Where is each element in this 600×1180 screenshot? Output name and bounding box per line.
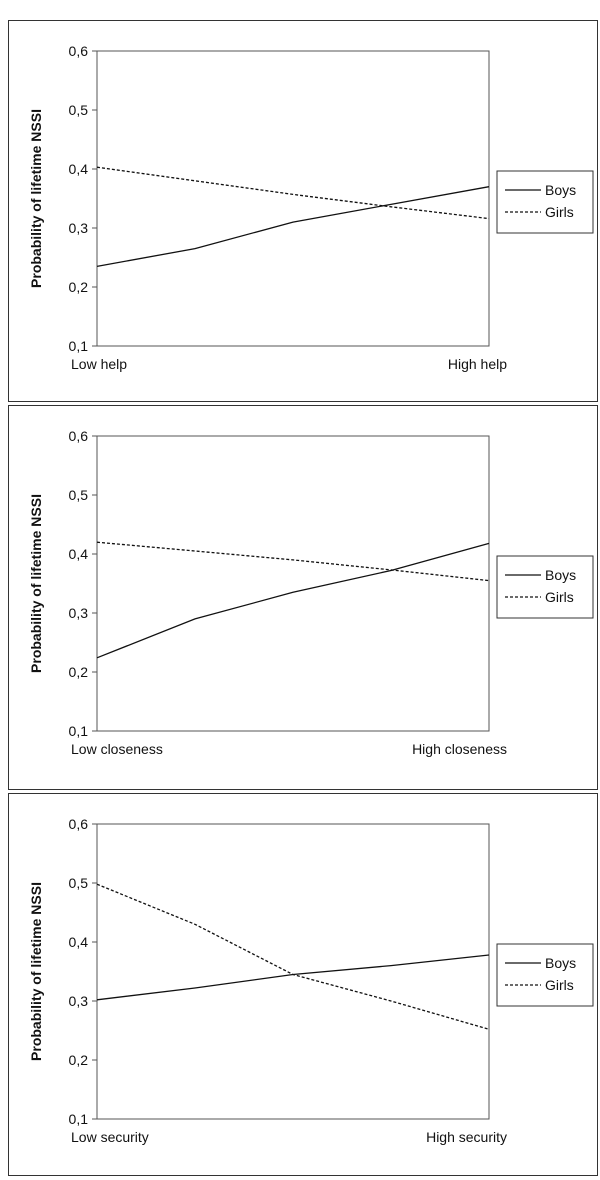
chart-panel-help: 0,1 0,2 0,3 0,4 0,5 0,6 Probability of lifetim… xyxy=(8,20,598,402)
y-tick-label: 0,5 xyxy=(69,487,89,503)
series-line-boys xyxy=(96,954,490,1001)
y-tick-label: 0,1 xyxy=(69,338,89,354)
y-tick-label: 0,4 xyxy=(69,161,89,177)
legend-label-boys: Boys xyxy=(545,182,576,198)
legend-box xyxy=(496,943,594,1007)
chart-svg: 0,1 0,2 0,3 0,4 0,5 0,6 Probability of lifetim… xyxy=(28,43,594,372)
plot-area xyxy=(96,50,490,347)
y-tick-label: 0,6 xyxy=(69,428,89,444)
y-axis-label: Probability of lifetime NSSI xyxy=(28,882,44,1061)
series-line-girls xyxy=(96,541,490,582)
x-tick-label: Low security xyxy=(71,1129,149,1145)
y-tick-label: 0,2 xyxy=(69,664,89,680)
y-tick-label: 0,3 xyxy=(69,993,89,1009)
legend-box xyxy=(496,170,594,234)
series-line-boys xyxy=(96,186,490,268)
legend-label-girls: Girls xyxy=(545,589,574,605)
plot-area xyxy=(96,435,490,732)
y-tick-label: 0,4 xyxy=(69,934,89,950)
y-tick-label: 0,6 xyxy=(69,816,89,832)
y-tick-label: 0,2 xyxy=(69,279,89,295)
chart-panel-closeness: 0,1 0,2 0,3 0,4 0,5 0,6 Probability of lifetim… xyxy=(8,405,598,790)
y-axis-label: Probability of lifetime NSSI xyxy=(28,494,44,673)
legend-label-girls: Girls xyxy=(545,977,574,993)
y-tick-label: 0,6 xyxy=(69,43,89,59)
y-tick-label: 0,4 xyxy=(69,546,89,562)
x-tick-label: High security xyxy=(426,1129,507,1145)
y-tick-label: 0,2 xyxy=(69,1052,89,1068)
x-tick-label: Low closeness xyxy=(71,741,163,757)
legend-label-boys: Boys xyxy=(545,567,576,583)
y-tick-label: 0,3 xyxy=(69,605,89,621)
legend: Boys Girls xyxy=(496,170,594,234)
chart-svg: 0,1 0,2 0,3 0,4 0,5 0,6 Probability of lifetim… xyxy=(28,428,594,757)
y-tick-label: 0,1 xyxy=(69,1111,89,1127)
y-tick-label: 0,5 xyxy=(69,102,89,118)
y-tick-label: 0,3 xyxy=(69,220,89,236)
x-tick-label: Low help xyxy=(71,356,127,372)
y-tick-label: 0,1 xyxy=(69,723,89,739)
legend-label-girls: Girls xyxy=(545,204,574,220)
plot-area xyxy=(96,823,490,1120)
legend-label-boys: Boys xyxy=(545,955,576,971)
y-axis-label: Probability of lifetime NSSI xyxy=(28,109,44,288)
y-tick-label: 0,5 xyxy=(69,875,89,891)
x-tick-label: High help xyxy=(448,356,507,372)
series-line-girls xyxy=(96,883,490,1030)
series-line-boys xyxy=(96,542,490,659)
legend-box xyxy=(496,555,594,619)
legend: Boys Girls xyxy=(496,555,594,619)
chart-svg: 0,1 0,2 0,3 0,4 0,5 0,6 Probability of lifetim… xyxy=(28,816,594,1145)
x-tick-label: High closeness xyxy=(412,741,507,757)
series-line-girls xyxy=(96,166,490,220)
chart-panel-security: 0,1 0,2 0,3 0,4 0,5 0,6 Probability of lifetim… xyxy=(8,793,598,1176)
legend: Boys Girls xyxy=(496,943,594,1007)
